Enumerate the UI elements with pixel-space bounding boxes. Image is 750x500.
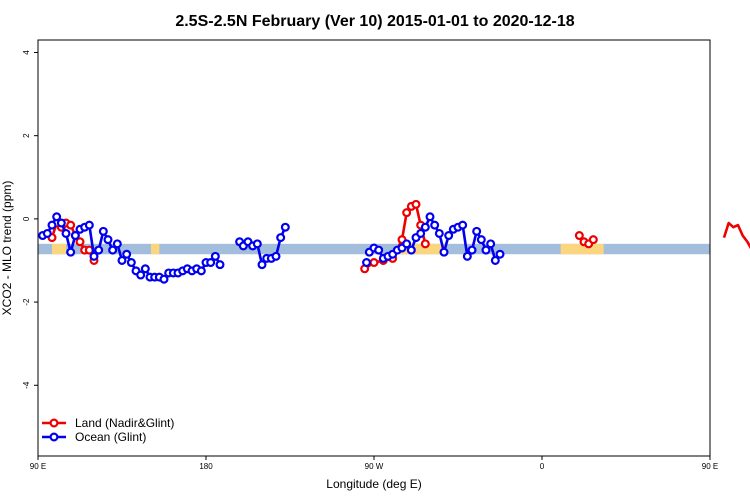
- y-axis-label: XCO2 - MLO trend (ppm): [0, 181, 14, 316]
- data-point: [462, 251, 472, 261]
- x-tick-label: 90 E: [30, 462, 46, 471]
- x-axis: 90 E 180 90 W 0 90 E: [30, 456, 718, 471]
- y-tick-label: -2: [22, 298, 31, 306]
- x-tick-label: 90 E: [702, 462, 718, 471]
- data-point: [252, 239, 262, 249]
- data-point: [52, 212, 62, 222]
- data-point: [196, 266, 206, 276]
- data-point: [486, 239, 496, 249]
- data-point: [108, 245, 118, 255]
- data-point: [425, 212, 435, 222]
- data-point: [490, 255, 500, 265]
- data-point: [406, 245, 416, 255]
- data-point: [420, 222, 430, 232]
- data-point: [159, 274, 169, 284]
- data-point: [481, 245, 491, 255]
- data-point: [103, 235, 113, 245]
- x-axis-label: Longitude (deg E): [326, 477, 421, 491]
- legend-marker: [49, 432, 59, 442]
- data-point: [369, 258, 379, 268]
- series-line: [363, 203, 427, 270]
- data-point: [94, 245, 104, 255]
- data-point: [280, 222, 290, 232]
- data-point: [136, 270, 146, 280]
- y-tick-label: 0: [22, 216, 31, 221]
- data-point: [89, 251, 99, 261]
- data-point: [458, 220, 468, 230]
- y-tick-label: 4: [22, 50, 31, 55]
- data-point: [271, 251, 281, 261]
- y-tick-label: -4: [22, 381, 31, 389]
- data-point: [402, 208, 412, 218]
- data-point: [210, 251, 220, 261]
- data-point: [420, 239, 430, 249]
- data-point: [47, 220, 57, 230]
- data-point: [402, 239, 412, 249]
- data-point: [122, 249, 132, 259]
- x-tick-label: 180: [199, 462, 213, 471]
- band-land: [52, 243, 66, 255]
- plot-area: [37, 39, 750, 457]
- band-land: [560, 243, 604, 255]
- data-point: [495, 249, 505, 259]
- y-tick-label: 2: [22, 133, 31, 138]
- data-point: [75, 237, 85, 247]
- x-tick-label: 90 W: [365, 462, 384, 471]
- data-point: [112, 239, 122, 249]
- data-point: [257, 260, 267, 270]
- data-point: [444, 231, 454, 241]
- data-point: [374, 245, 384, 255]
- data-point: [588, 235, 598, 245]
- data-point: [42, 228, 52, 238]
- data-point: [215, 260, 225, 270]
- data-point: [117, 255, 127, 265]
- data-point: [276, 233, 286, 243]
- data-point: [140, 264, 150, 274]
- data-point: [66, 247, 76, 257]
- data-point: [416, 228, 426, 238]
- legend-marker: [49, 418, 59, 428]
- x-tick-label: 0: [540, 462, 545, 471]
- data-point: [430, 220, 440, 230]
- band-land: [400, 243, 447, 255]
- data-point: [126, 258, 136, 268]
- series-layer: [38, 199, 750, 284]
- legend-label: Land (Nadir&Glint): [75, 416, 174, 430]
- data-point: [439, 247, 449, 257]
- y-axis: 4 2 0 -2 -4: [22, 50, 38, 389]
- data-point: [56, 218, 66, 228]
- legend: Land (Nadir&Glint)Ocean (Glint): [42, 416, 174, 444]
- data-point: [362, 258, 372, 268]
- data-point: [61, 228, 71, 238]
- band-land: [150, 243, 160, 255]
- data-point: [70, 231, 80, 241]
- data-point: [434, 228, 444, 238]
- data-point: [476, 235, 486, 245]
- data-point: [467, 245, 477, 255]
- data-point: [98, 226, 108, 236]
- data-point: [411, 199, 421, 209]
- chart-title: 2.5S-2.5N February (Ver 10) 2015-01-01 t…: [175, 13, 574, 30]
- legend-label: Ocean (Glint): [75, 430, 146, 444]
- data-point: [66, 220, 76, 230]
- data-point: [206, 258, 216, 268]
- series-line: [722, 221, 750, 250]
- data-point: [84, 220, 94, 230]
- data-point: [472, 226, 482, 236]
- data-point: [574, 231, 584, 241]
